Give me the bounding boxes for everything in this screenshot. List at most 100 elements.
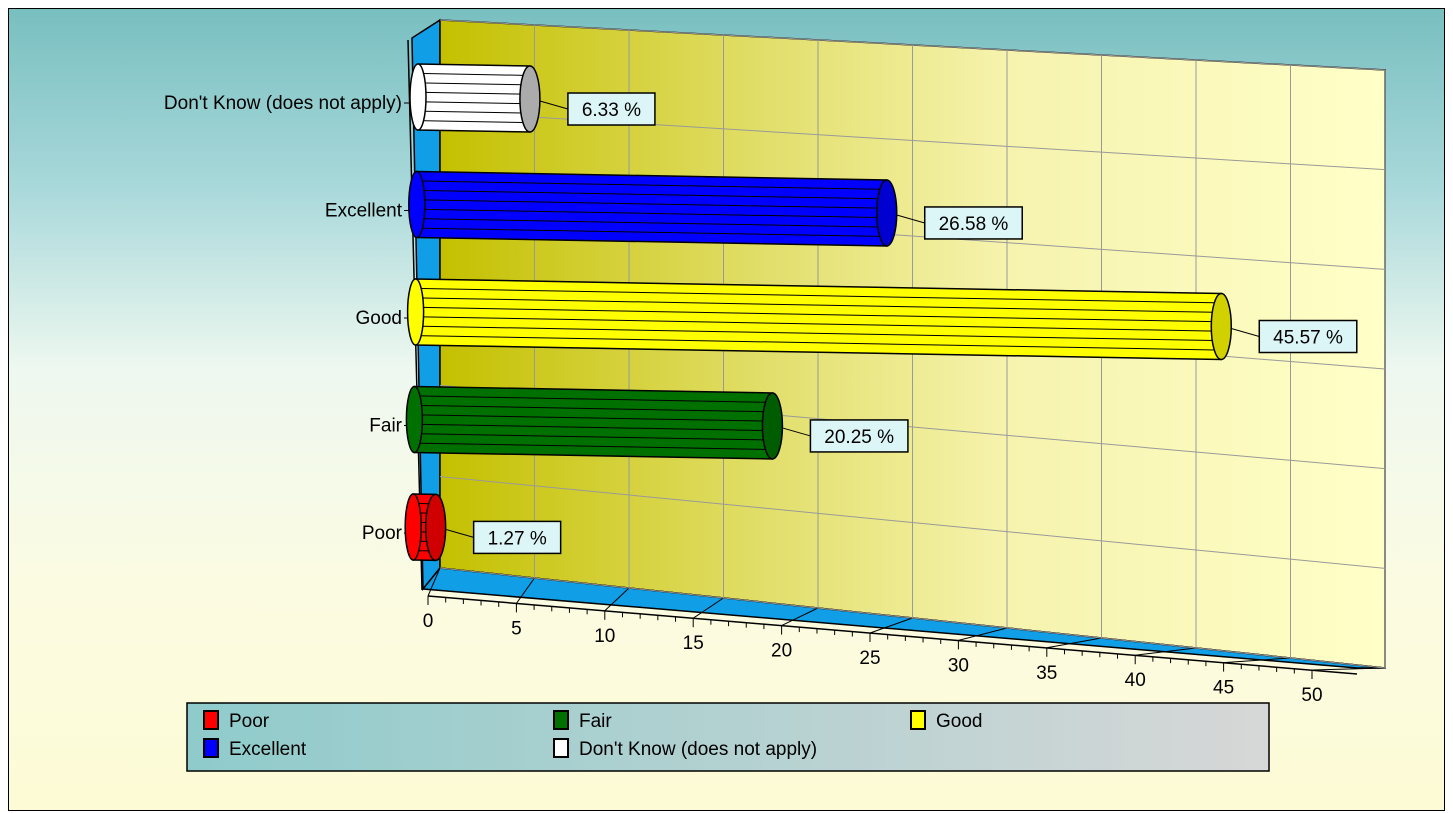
data-label-box bbox=[923, 206, 1023, 240]
floor-line bbox=[1135, 647, 1197, 656]
x-tick-label: 50 bbox=[1301, 685, 1322, 706]
grid-line-horizontal bbox=[439, 567, 1386, 669]
grid-line-horizontal bbox=[439, 19, 1386, 71]
floor-line bbox=[781, 607, 819, 627]
x-tick-label: 30 bbox=[948, 655, 969, 676]
bar-end-cap bbox=[1210, 292, 1233, 361]
bar-poor bbox=[404, 493, 447, 562]
data-label: 6.33 % bbox=[582, 100, 641, 121]
bar-don-t-know-does-not-apply bbox=[409, 63, 541, 133]
floor-line bbox=[1223, 657, 1291, 664]
legend-swatch bbox=[553, 738, 569, 758]
y-tick-label: Poor bbox=[362, 523, 403, 544]
data-label-leader bbox=[539, 100, 569, 110]
bar-facet bbox=[416, 189, 887, 200]
bar-facet bbox=[417, 101, 530, 105]
bar-facet bbox=[414, 395, 773, 403]
data-label: 26.58 % bbox=[939, 214, 1009, 235]
bar-facet bbox=[416, 180, 887, 190]
data-label: 45.57 % bbox=[1273, 328, 1343, 349]
bar-good bbox=[406, 278, 1233, 361]
bar-end-cap bbox=[424, 493, 447, 562]
bar-facet bbox=[414, 442, 773, 451]
bar-facet bbox=[417, 120, 530, 124]
bar-left-cap bbox=[408, 170, 426, 239]
axes: 0 5 10 15 20 25 30 35 40 45 50 Poor Fair Good Excellen… bbox=[164, 39, 1358, 706]
bars bbox=[404, 63, 1233, 562]
bar-facet bbox=[415, 287, 1222, 304]
floor-line bbox=[427, 567, 441, 597]
bar-left-cap bbox=[405, 385, 424, 454]
bar-facet bbox=[414, 423, 773, 432]
floor-line bbox=[604, 587, 630, 612]
bar-facet bbox=[417, 110, 530, 114]
floor-line bbox=[692, 597, 724, 619]
data-label-box bbox=[567, 92, 656, 126]
bar-end-cap bbox=[875, 179, 898, 247]
x-tick-label: 15 bbox=[683, 633, 704, 654]
floor-line bbox=[1311, 667, 1386, 671]
bar-facet bbox=[416, 199, 887, 209]
legend: Poor Fair Good Excellent Don't Know (does no… bbox=[186, 702, 1270, 772]
bar-facet bbox=[417, 91, 530, 95]
bar-facet bbox=[415, 297, 1222, 313]
x-tick-label: 20 bbox=[771, 641, 792, 662]
x-tick-label: 35 bbox=[1036, 663, 1057, 684]
grid-line-horizontal bbox=[439, 476, 1386, 569]
bar-fair bbox=[405, 385, 784, 460]
bar-end-cap bbox=[761, 392, 784, 460]
floor-line bbox=[869, 617, 913, 634]
data-label-leader bbox=[896, 214, 925, 224]
data-label: 1.27 % bbox=[488, 528, 547, 549]
legend-label: Fair bbox=[579, 711, 612, 732]
floor-line bbox=[958, 627, 1008, 641]
bar-facet bbox=[414, 433, 773, 441]
legend-swatch bbox=[910, 710, 926, 730]
floor-line bbox=[1046, 637, 1102, 649]
y-tick-label: Don't Know (does not apply) bbox=[164, 93, 402, 114]
legend-swatch bbox=[203, 738, 219, 758]
data-label-box bbox=[809, 419, 909, 453]
legend-label: Poor bbox=[229, 711, 270, 732]
x-tick-label: 40 bbox=[1125, 670, 1146, 691]
data-label-leader bbox=[445, 528, 474, 538]
bar-facet bbox=[416, 218, 887, 228]
bar-facet bbox=[414, 414, 773, 422]
legend-swatch bbox=[553, 710, 569, 730]
bar-left-cap bbox=[404, 493, 422, 561]
bar-facet bbox=[415, 306, 1222, 323]
bar-facet bbox=[417, 82, 530, 86]
x-tick-label: 5 bbox=[511, 618, 522, 639]
bar-facet bbox=[415, 325, 1222, 342]
y-tick-label: Good bbox=[356, 308, 402, 329]
data-label-box bbox=[1258, 319, 1358, 354]
x-tick-label: 10 bbox=[594, 626, 615, 647]
legend-label: Don't Know (does not apply) bbox=[579, 739, 817, 760]
bar-facet bbox=[416, 227, 887, 238]
x-axis-line bbox=[427, 595, 1358, 675]
legend-swatch bbox=[203, 710, 219, 730]
data-label-leader bbox=[782, 427, 811, 437]
x-tick-label: 25 bbox=[859, 648, 880, 669]
bar-left-cap bbox=[406, 278, 425, 346]
x-tick-label: 45 bbox=[1213, 678, 1234, 699]
bar-facet bbox=[417, 72, 530, 76]
x-tick-label: 0 bbox=[423, 611, 434, 632]
bar-facet bbox=[415, 316, 1222, 332]
data-label-leader bbox=[1231, 328, 1260, 337]
y-tick-label: Excellent bbox=[325, 201, 403, 222]
data-label-box bbox=[472, 520, 562, 555]
data-labels: 1.27 % 20.25 % 45.57 % 26.58 % 6.33 % bbox=[445, 92, 1358, 555]
bar-facet bbox=[416, 208, 887, 219]
legend-label: Good bbox=[936, 711, 982, 732]
data-label: 20.25 % bbox=[824, 427, 894, 448]
bar-excellent bbox=[408, 170, 898, 247]
legend-label: Excellent bbox=[229, 739, 307, 760]
legend-box bbox=[186, 702, 1270, 772]
bar-left-cap bbox=[409, 63, 427, 131]
floor-line bbox=[515, 577, 535, 604]
bar-facet bbox=[414, 404, 773, 413]
bar-end-cap bbox=[519, 65, 541, 133]
y-tick-label: Fair bbox=[369, 416, 402, 437]
